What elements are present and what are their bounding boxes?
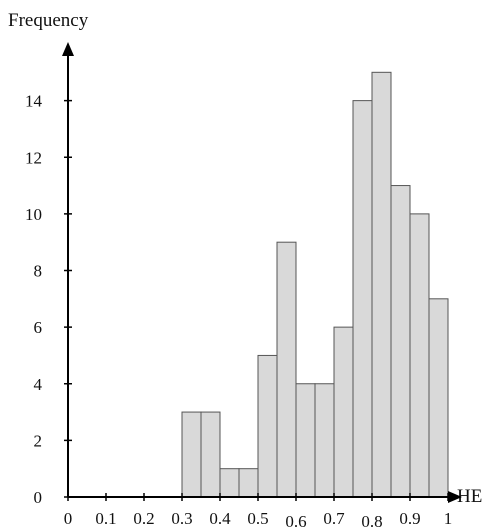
x-ticks-group: 0 0.1 0.2 0.3 0.4 0.5 0.6 0.7 0.8 0.9 1 <box>64 493 453 531</box>
y-tick-label: 6 <box>34 318 43 337</box>
histogram-bar <box>200 411 221 498</box>
y-axis-title: Frequency <box>8 10 89 31</box>
y-ticks-group: 0 2 4 6 8 10 12 14 <box>25 92 72 507</box>
x-tick-label: 0.8 <box>361 512 382 531</box>
x-tick-label: 0.5 <box>247 509 268 528</box>
histogram-bar <box>295 383 316 498</box>
x-tick-label: 0.6 <box>285 512 306 531</box>
histogram-bar <box>314 383 335 498</box>
histogram-bar <box>352 100 373 498</box>
y-tick-label: 8 <box>34 262 43 281</box>
x-tick-label: 0.1 <box>95 509 116 528</box>
x-tick-label: 1 <box>444 509 453 528</box>
y-tick-label: 10 <box>25 205 42 224</box>
x-axis-arrow-icon <box>448 491 462 503</box>
histogram-bar <box>409 213 430 498</box>
y-tick-label: 2 <box>34 431 43 450</box>
histogram-bar <box>390 185 411 498</box>
axes-group <box>62 42 462 503</box>
x-tick-label: 0.7 <box>323 509 345 528</box>
x-axis-title: HE <box>457 486 482 507</box>
histogram-bar <box>371 71 392 498</box>
y-tick-label: 0 <box>34 488 43 507</box>
histogram-bar <box>333 326 354 498</box>
y-axis-arrow-icon <box>62 42 74 56</box>
bars-group <box>181 71 449 498</box>
histogram-bar <box>276 241 297 498</box>
histogram-bar <box>257 354 278 498</box>
x-tick-label: 0.3 <box>171 509 192 528</box>
y-tick-label: 4 <box>34 375 43 394</box>
x-tick-label: 0.4 <box>209 509 231 528</box>
histogram-bar <box>219 468 240 498</box>
y-tick-label: 12 <box>25 148 42 167</box>
x-tick-label: 0.9 <box>399 509 420 528</box>
histogram-bar <box>428 298 449 498</box>
y-tick-label: 14 <box>25 92 43 111</box>
histogram-bar <box>181 411 202 498</box>
x-tick-label: 0.2 <box>133 509 154 528</box>
histogram-bar <box>238 468 259 498</box>
x-tick-label: 0 <box>64 509 73 528</box>
